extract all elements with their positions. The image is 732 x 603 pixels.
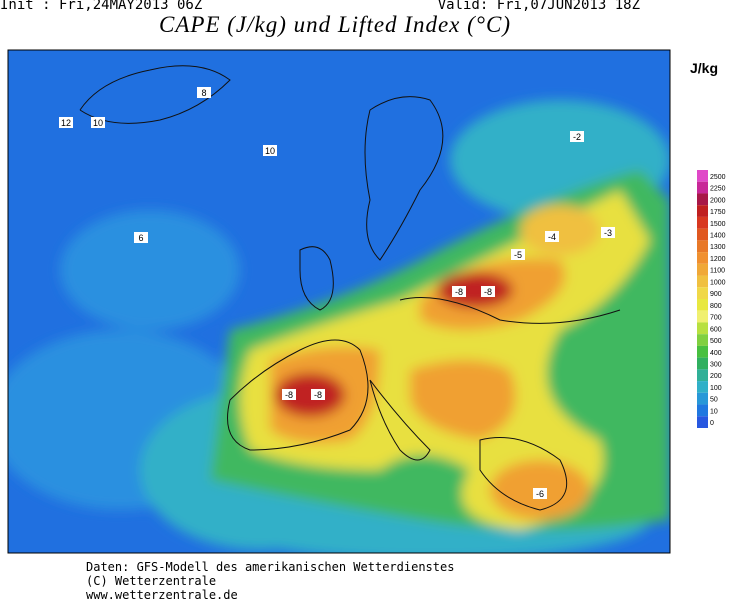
- label-box: [59, 117, 73, 128]
- legend-label: 10: [710, 408, 718, 415]
- legend-label: 2250: [710, 186, 726, 193]
- label-box: [545, 231, 559, 242]
- coastlines: [79, 65, 621, 511]
- contour-label: 8: [201, 88, 206, 98]
- legend-swatch: [697, 322, 708, 335]
- label-box: [452, 286, 466, 297]
- footer-line: Daten: GFS-Modell des amerikanischen Wet…: [86, 560, 455, 574]
- legend-label: 500: [710, 338, 722, 345]
- legend-swatch: [697, 345, 708, 358]
- label-box: [263, 145, 277, 156]
- legend-label: 1100: [710, 268, 725, 275]
- map-field: [8, 50, 670, 553]
- legend-swatch: [697, 170, 708, 182]
- contour-label: -8: [314, 390, 322, 400]
- contour-label: -6: [536, 489, 544, 499]
- legend-swatch: [697, 392, 708, 405]
- label-box: [197, 87, 211, 98]
- legend-label: 1400: [710, 233, 726, 240]
- legend-label: 2000: [710, 197, 726, 204]
- contour-label: 10: [265, 146, 275, 156]
- contour-label: 6: [138, 233, 143, 243]
- legend-swatch: [697, 334, 708, 346]
- legend-swatch: [697, 263, 708, 276]
- footer-line: (C) Wetterzentrale: [86, 574, 217, 588]
- legend-swatch: [697, 369, 708, 382]
- label-box: [91, 117, 105, 128]
- label-box: [511, 249, 525, 260]
- legend-label: 900: [710, 291, 722, 298]
- legend-swatch: [697, 216, 708, 229]
- contour-label: -8: [455, 287, 463, 297]
- legend-label: 1000: [710, 279, 726, 286]
- map-frame: [7, 49, 671, 554]
- legend-label: 600: [710, 326, 722, 333]
- legend-label: 200: [710, 373, 722, 380]
- init-time: Init : Fri,24MAY2013 06Z: [0, 0, 203, 13]
- legend-swatch: [697, 299, 708, 311]
- legend-label: 0: [710, 420, 714, 427]
- contour-label: -8: [484, 287, 492, 297]
- legend-swatch: [697, 181, 708, 194]
- contour-label: -5: [514, 250, 522, 260]
- legend-swatch: [697, 240, 708, 253]
- legend-swatch: [697, 381, 708, 393]
- label-box: [134, 232, 148, 243]
- legend-label: 2500: [710, 174, 726, 181]
- legend-label: 400: [710, 350, 722, 357]
- legend-unit: J/kg: [690, 60, 719, 76]
- legend-swatch: [697, 252, 708, 264]
- label-box: [311, 389, 325, 400]
- legend-label: 50: [710, 397, 718, 404]
- label-box: [481, 286, 495, 297]
- label-box: [533, 488, 547, 499]
- contour-label: 10: [93, 118, 103, 128]
- legend-label: 1750: [710, 209, 726, 216]
- legend-swatch: [697, 416, 708, 428]
- legend-label: 1200: [710, 256, 726, 263]
- contour-label: -3: [604, 228, 612, 238]
- legend-swatch: [697, 310, 708, 323]
- valid-time: Valid: Fri,07JUN2013 18Z: [437, 0, 640, 13]
- legend-label: 1300: [710, 244, 726, 251]
- contour-label: -4: [548, 232, 556, 242]
- legend-swatch: [697, 287, 708, 299]
- contour-label: -2: [573, 132, 581, 142]
- legend-swatch: [697, 357, 708, 370]
- legend-label: 700: [710, 315, 722, 322]
- legend-label: 1500: [710, 221, 726, 228]
- legend-swatch: [697, 404, 708, 417]
- legend-label: 100: [710, 385, 722, 392]
- footer-line: www.wetterzentrale.de: [86, 588, 238, 602]
- contour-label: 12: [61, 118, 71, 128]
- map-title: CAPE (J/kg) und Lifted Index (°C): [159, 12, 511, 37]
- label-box: [601, 227, 615, 238]
- legend-label: 800: [710, 303, 722, 310]
- footer: Daten: GFS-Modell des amerikanischen Wet…: [86, 560, 454, 602]
- legend-swatch: [697, 275, 708, 288]
- legend-swatch: [697, 193, 708, 206]
- label-box: [570, 131, 584, 142]
- contour-label: -8: [285, 390, 293, 400]
- legend-label: 300: [710, 362, 722, 369]
- legend-swatch: [697, 228, 708, 241]
- label-box: [282, 389, 296, 400]
- legend-swatch: [697, 205, 708, 217]
